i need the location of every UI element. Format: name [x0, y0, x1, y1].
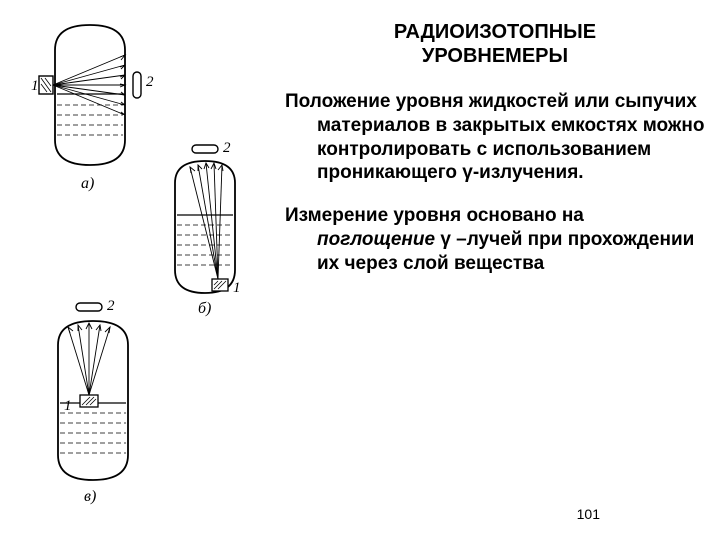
title-line1: РАДИОИЗОТОПНЫЕ: [394, 21, 596, 43]
diagram-v: 2 1 в): [58, 298, 128, 505]
figlabel-v: в): [84, 488, 96, 505]
diagram-b: 2 1 б): [175, 140, 241, 317]
text-column: РАДИОИЗОТОПНЫЕ УРОВНЕМЕРЫ Положение уров…: [285, 20, 705, 281]
label-1-a: 1: [31, 78, 39, 94]
figure-column: 1 2 а): [15, 10, 275, 530]
page-number: 101: [577, 506, 600, 522]
diagram-svg: 1 2 а): [15, 10, 275, 530]
label-2-a: 2: [146, 74, 154, 90]
paragraph-2: Измерение уровня основано на поглощение …: [285, 204, 705, 275]
label-1-b: 1: [233, 280, 241, 296]
page: 1 2 а): [0, 0, 720, 540]
title-line2: УРОВНЕМЕРЫ: [422, 45, 568, 67]
figlabel-b: б): [198, 300, 211, 317]
para2-em: поглощение: [317, 229, 435, 250]
title: РАДИОИЗОТОПНЫЕ УРОВНЕМЕРЫ: [285, 20, 705, 68]
label-2-v: 2: [107, 298, 115, 314]
figlabel-a: а): [81, 175, 94, 192]
label-1-v: 1: [64, 398, 72, 414]
label-2-b: 2: [223, 140, 231, 156]
para2-pre: Измерение уровня основано на: [285, 205, 584, 226]
paragraph-1: Положение уровня жидкостей или сыпучих м…: [285, 90, 705, 185]
diagram-a: 1 2 а): [31, 25, 154, 192]
